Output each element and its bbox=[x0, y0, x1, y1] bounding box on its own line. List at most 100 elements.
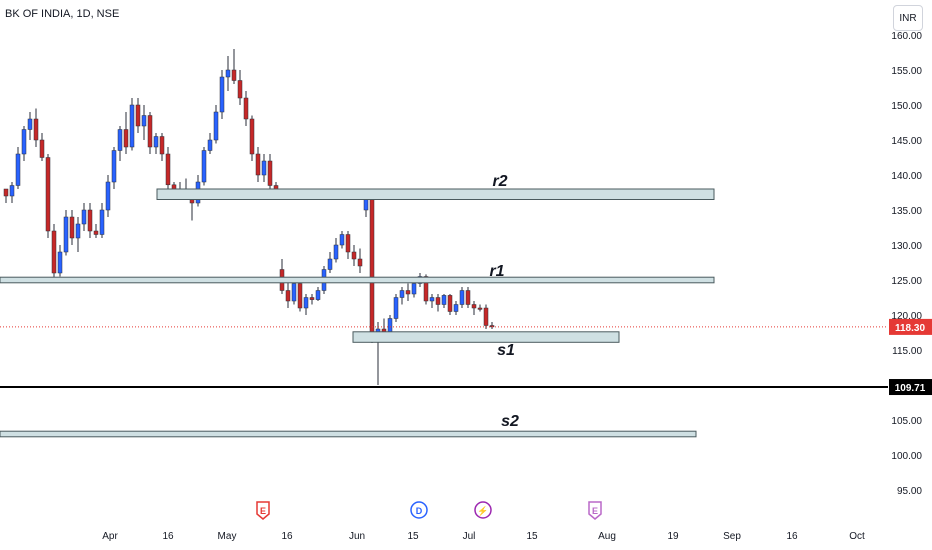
candle-body bbox=[285, 290, 291, 302]
current-price-badge bbox=[889, 318, 932, 335]
candle-body bbox=[51, 230, 57, 274]
candle-body bbox=[237, 80, 243, 99]
candle-body bbox=[483, 307, 489, 326]
candle-body bbox=[405, 290, 411, 295]
x-tick-label: 16 bbox=[281, 531, 293, 542]
candle-body bbox=[243, 97, 249, 120]
candle-body bbox=[147, 115, 153, 148]
candle-body bbox=[3, 188, 9, 197]
candle-body bbox=[201, 150, 207, 183]
y-tick-label: 130.00 bbox=[891, 241, 922, 252]
candle-body bbox=[87, 209, 93, 232]
x-tick-label: Sep bbox=[723, 531, 741, 542]
y-tick-label: 100.00 bbox=[891, 451, 922, 462]
zone-label-s2: s2 bbox=[501, 413, 519, 430]
candle-body bbox=[99, 209, 105, 235]
events-layer: E D ⚡ E bbox=[256, 501, 602, 520]
y-tick-label: 120.00 bbox=[891, 311, 922, 322]
x-tick-label: Aug bbox=[598, 531, 616, 542]
x-tick-label: Jul bbox=[463, 531, 476, 542]
x-tick-label: Oct bbox=[849, 531, 865, 542]
dividend-event-icon[interactable] bbox=[410, 501, 428, 519]
candle-body bbox=[9, 185, 15, 197]
event-label: ⚡ bbox=[477, 505, 488, 517]
candle-body bbox=[363, 199, 369, 211]
candle-body bbox=[327, 258, 333, 270]
currency-button[interactable]: INR bbox=[893, 5, 923, 31]
event-label: E bbox=[260, 506, 266, 516]
candle-body bbox=[153, 136, 159, 148]
zone-label-s1: s1 bbox=[497, 342, 515, 359]
candle-body bbox=[429, 297, 435, 302]
x-tick-label: Jun bbox=[349, 531, 365, 542]
candle-body bbox=[219, 76, 225, 113]
y-tick-label: 145.00 bbox=[891, 136, 922, 147]
y-tick-label: 155.00 bbox=[891, 66, 922, 77]
x-tick-label: 19 bbox=[667, 531, 679, 542]
candle-body bbox=[291, 283, 297, 302]
candle-body bbox=[471, 304, 477, 309]
candle-body bbox=[213, 111, 219, 141]
candle-body bbox=[315, 290, 321, 300]
level-price-label: 109.71 bbox=[895, 383, 926, 394]
candle-body bbox=[63, 216, 69, 253]
zone-r2 bbox=[156, 188, 715, 200]
candle-body bbox=[393, 297, 399, 319]
candle-body bbox=[27, 118, 33, 130]
candle-body bbox=[423, 276, 429, 302]
y-tick-label: 150.00 bbox=[891, 101, 922, 112]
candle-body bbox=[225, 69, 231, 78]
y-tick-label: 105.00 bbox=[891, 416, 922, 427]
candle-body bbox=[459, 290, 465, 305]
candle-body bbox=[249, 118, 255, 155]
candle-body bbox=[33, 118, 39, 141]
candle-body bbox=[93, 230, 99, 235]
symbol-title: BK OF INDIA, 1D, NSE bbox=[5, 8, 120, 20]
candle-body bbox=[333, 244, 339, 260]
candle-body bbox=[81, 209, 87, 225]
x-tick-label: May bbox=[218, 531, 237, 542]
y-tick-label: 115.00 bbox=[892, 346, 922, 357]
candle-body bbox=[111, 150, 117, 183]
candle-body bbox=[309, 297, 315, 300]
candle-body bbox=[261, 160, 267, 176]
event-label: D bbox=[416, 506, 423, 516]
candle-body bbox=[231, 69, 237, 81]
candle-body bbox=[411, 283, 417, 295]
candle-body bbox=[435, 297, 441, 305]
candle-body bbox=[465, 290, 471, 305]
x-tick-label: 15 bbox=[407, 531, 419, 542]
candle-body bbox=[345, 234, 351, 253]
zones-layer: r2 r1 s1 s2 bbox=[0, 173, 715, 438]
candle-body bbox=[477, 307, 483, 310]
x-tick-label: 15 bbox=[526, 531, 538, 542]
candle-body bbox=[303, 297, 309, 309]
candle-body bbox=[57, 251, 63, 274]
candle-body bbox=[159, 136, 165, 155]
current-price-label: 118.30 bbox=[895, 323, 925, 334]
candle-body bbox=[117, 129, 123, 151]
candle-body bbox=[75, 223, 81, 239]
candle-body bbox=[351, 251, 357, 260]
event-label: E bbox=[592, 506, 598, 516]
earnings-event-icon[interactable] bbox=[256, 501, 270, 520]
time-axis[interactable]: Apr 16 May 16 Jun 15 Jul 15 Aug 19 Sep 16 Oct bbox=[102, 531, 865, 542]
y-tick-label: 160.00 bbox=[891, 31, 922, 42]
x-tick-label: 16 bbox=[162, 531, 174, 542]
earnings-event-icon[interactable] bbox=[588, 501, 602, 520]
candle-body bbox=[339, 234, 345, 246]
candle-body bbox=[141, 115, 147, 127]
candle-body bbox=[105, 181, 111, 211]
y-tick-label: 140.00 bbox=[891, 171, 922, 182]
candles-layer bbox=[3, 49, 495, 385]
y-tick-label: 95.00 bbox=[897, 486, 922, 497]
zone-s2 bbox=[0, 430, 697, 438]
candle-body bbox=[69, 216, 75, 239]
price-axis[interactable]: 95.00100.00105.00110.00115.00120.00125.0… bbox=[889, 31, 932, 497]
y-tick-label: 125.00 bbox=[891, 276, 922, 287]
candle-body bbox=[15, 153, 21, 186]
candle-body bbox=[357, 258, 363, 267]
split-event-icon[interactable] bbox=[474, 501, 492, 519]
candle-body bbox=[297, 283, 303, 309]
